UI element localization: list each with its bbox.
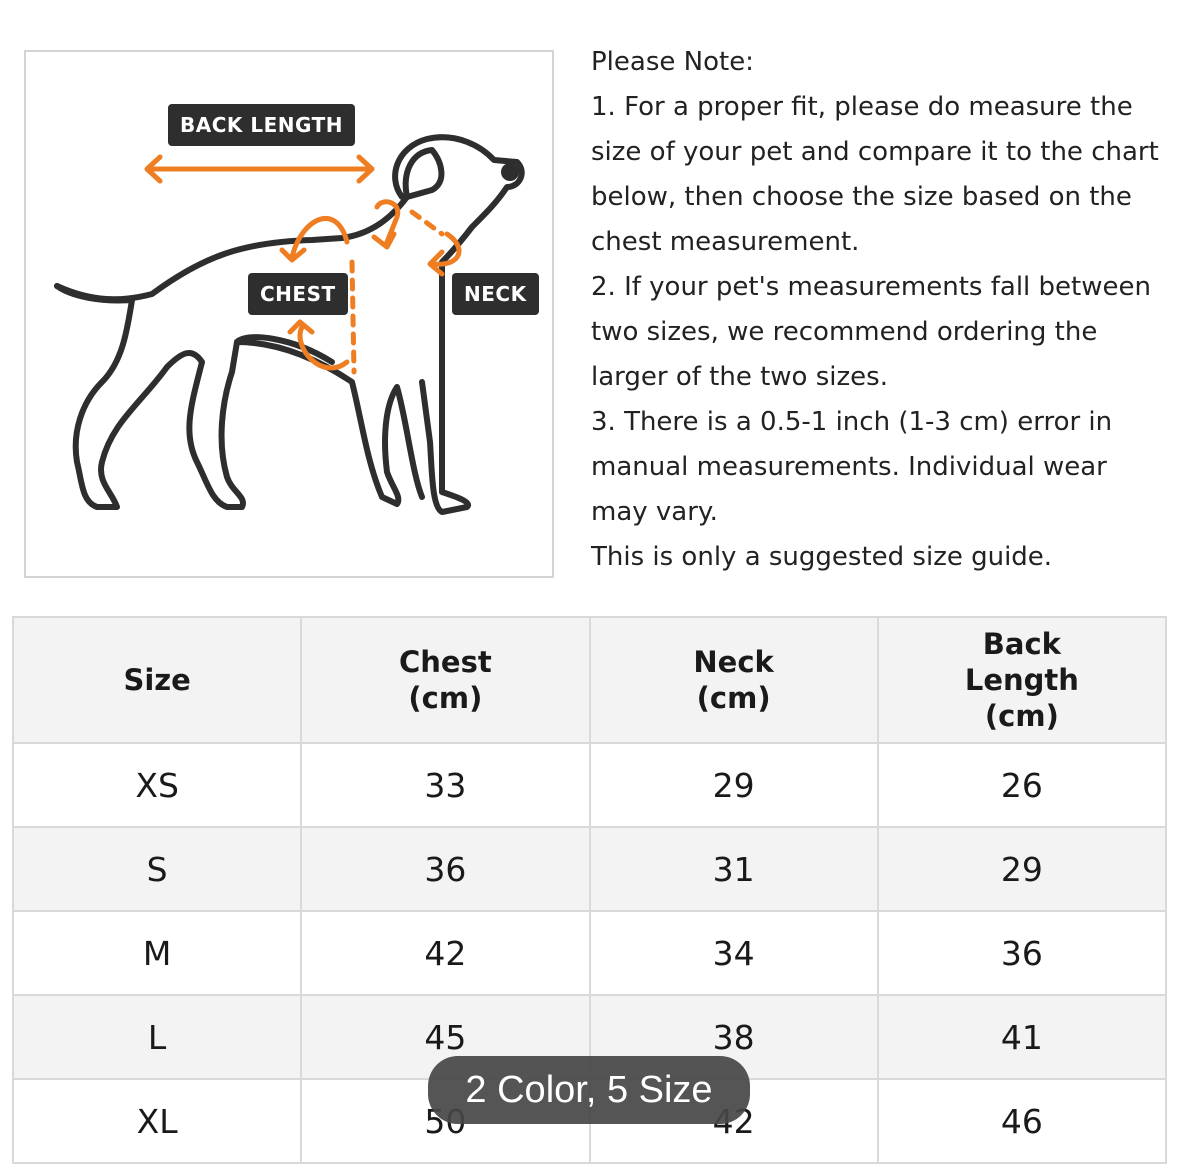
note-line: chest measurement.	[591, 227, 860, 257]
back-length-cell: 41	[876, 994, 1168, 1080]
neck-cell: 29	[588, 742, 879, 828]
header-text: Neck	[693, 645, 774, 679]
note-line: may vary.	[591, 497, 718, 527]
chest-cell: 36	[300, 826, 591, 912]
header-text: Back	[982, 627, 1061, 661]
back-length-label: BACK LENGTH	[168, 104, 355, 146]
size-cell: S	[11, 826, 303, 912]
header-text: Size	[123, 663, 191, 697]
header-text: Chest	[399, 645, 492, 679]
back-length-cell: 29	[876, 826, 1168, 912]
note-line: 3. There is a 0.5-1 inch (1-3 cm) error …	[591, 407, 1113, 437]
neck-cell: 31	[588, 826, 879, 912]
back-length-cell: 26	[876, 742, 1168, 828]
header-unit: (cm)	[408, 681, 483, 715]
header-unit: (cm)	[696, 681, 771, 715]
note-line: This is only a suggested size guide.	[591, 542, 1053, 572]
header-size: Size	[11, 616, 303, 744]
size-chart-table: Size Chest (cm) Neck (cm) Back Length (cm) X…	[11, 616, 1168, 1164]
dog-outline-illustration	[54, 134, 525, 515]
dog-measurement-diagram: BACK LENGTH CHEST NECK	[24, 50, 554, 578]
size-cell: M	[11, 910, 303, 996]
table-row: S 36 31 29	[11, 826, 1168, 912]
back-length-cell: 46	[876, 1078, 1168, 1164]
chest-cell: 42	[300, 910, 591, 996]
notes-title: Please Note:	[591, 47, 754, 77]
note-line: larger of the two sizes.	[591, 362, 888, 392]
note-line: below, then choose the size based on the	[591, 182, 1132, 212]
table-header-row: Size Chest (cm) Neck (cm) Back Length (cm)	[11, 616, 1168, 744]
header-text: Length	[964, 663, 1079, 697]
neck-label: NECK	[452, 273, 539, 315]
variant-count-badge: 2 Color, 5 Size	[428, 1056, 750, 1124]
note-line: 2. If your pet's measurements fall betwe…	[591, 272, 1151, 302]
back-length-cell: 36	[876, 910, 1168, 996]
neck-cell: 34	[588, 910, 879, 996]
header-chest: Chest (cm)	[300, 616, 591, 744]
chest-cell: 33	[300, 742, 591, 828]
table-row: XS 33 29 26	[11, 742, 1168, 828]
size-cell: XL	[11, 1078, 303, 1164]
note-line: size of your pet and compare it to the c…	[591, 137, 1159, 167]
table-row: M 42 34 36	[11, 910, 1168, 996]
size-cell: XS	[11, 742, 303, 828]
size-notes: Please Note: 1. For a proper fit, please…	[591, 40, 1176, 580]
note-line: two sizes, we recommend ordering the	[591, 317, 1098, 347]
chest-label: CHEST	[248, 273, 348, 315]
header-neck: Neck (cm)	[588, 616, 879, 744]
note-line: 1. For a proper fit, please do measure t…	[591, 92, 1133, 122]
header-unit: (cm)	[984, 699, 1059, 733]
header-back-length: Back Length (cm)	[876, 616, 1168, 744]
note-line: manual measurements. Individual wear	[591, 452, 1107, 482]
size-cell: L	[11, 994, 303, 1080]
